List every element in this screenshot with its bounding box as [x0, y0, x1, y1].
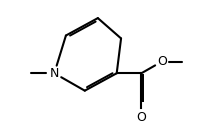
Text: N: N — [50, 67, 59, 80]
Text: O: O — [137, 111, 146, 124]
Text: O: O — [157, 55, 167, 68]
